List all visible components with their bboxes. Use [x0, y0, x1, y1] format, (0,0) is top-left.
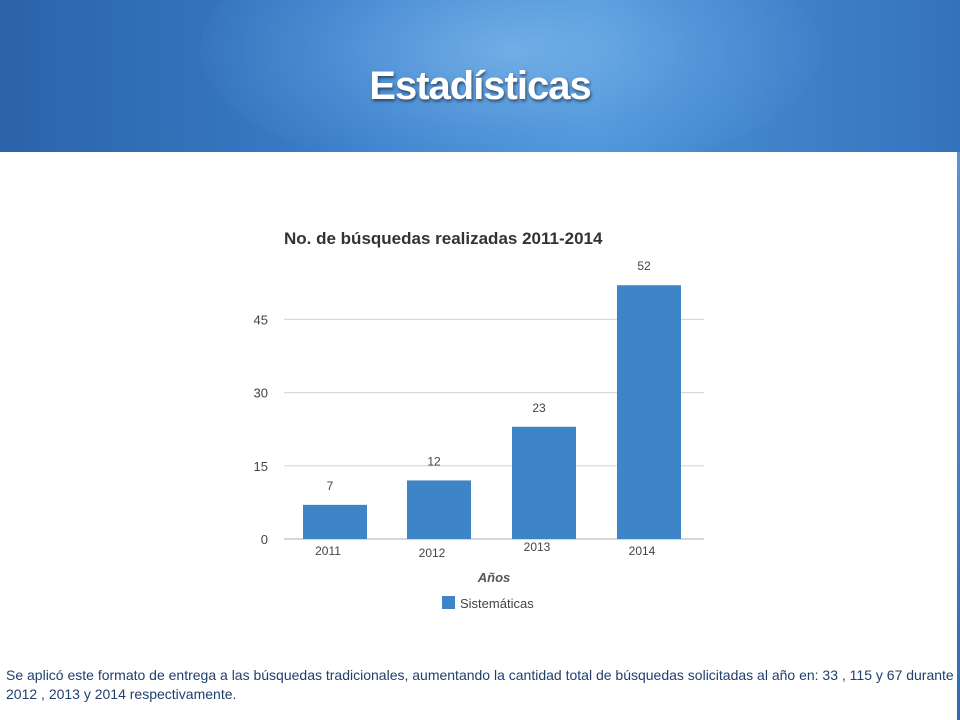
- legend-swatch: [442, 596, 455, 609]
- legend-label: Sistemáticas: [460, 596, 534, 611]
- x-tick-label: 2012: [419, 546, 446, 560]
- legend: Sistemáticas: [442, 596, 534, 611]
- slide-right-border: [957, 152, 960, 720]
- data-label: 23: [532, 401, 546, 415]
- y-tick-label: 45: [254, 312, 268, 327]
- y-axis-ticks: 0 15 30 45: [254, 312, 268, 547]
- data-label: 52: [637, 259, 651, 273]
- data-labels: 7 12 23 52: [327, 259, 651, 493]
- x-tick-label: 2013: [524, 540, 551, 554]
- bar-2012: [407, 480, 471, 539]
- slide-caption: Se aplicó este formato de entrega a las …: [6, 667, 954, 702]
- bar-chart: No. de búsquedas realizadas 2011-2014 0 1…: [254, 229, 704, 611]
- chart-container: No. de búsquedas realizadas 2011-2014 0 1…: [240, 210, 720, 630]
- x-axis-title: Años: [477, 570, 511, 585]
- bar-2013: [512, 426, 576, 539]
- x-axis-ticks: 2011 2012 2013 2014: [315, 540, 656, 560]
- y-tick-label: 30: [254, 386, 268, 401]
- slide-title-text: Estadísticas: [369, 64, 591, 108]
- y-tick-label: 15: [254, 459, 268, 474]
- slide-title: Estadísticas: [0, 64, 960, 109]
- bar-2014: [617, 285, 681, 539]
- x-tick-label: 2011: [315, 544, 341, 558]
- bar-2011: [303, 504, 367, 539]
- bars: [303, 285, 681, 539]
- data-label: 7: [327, 479, 334, 493]
- data-label: 12: [427, 454, 441, 468]
- chart-title: No. de búsquedas realizadas 2011-2014: [284, 229, 603, 248]
- slide-header: Estadísticas: [0, 0, 960, 152]
- x-tick-label: 2014: [629, 544, 656, 558]
- y-tick-label: 0: [261, 532, 268, 547]
- header-glow: [200, 0, 820, 152]
